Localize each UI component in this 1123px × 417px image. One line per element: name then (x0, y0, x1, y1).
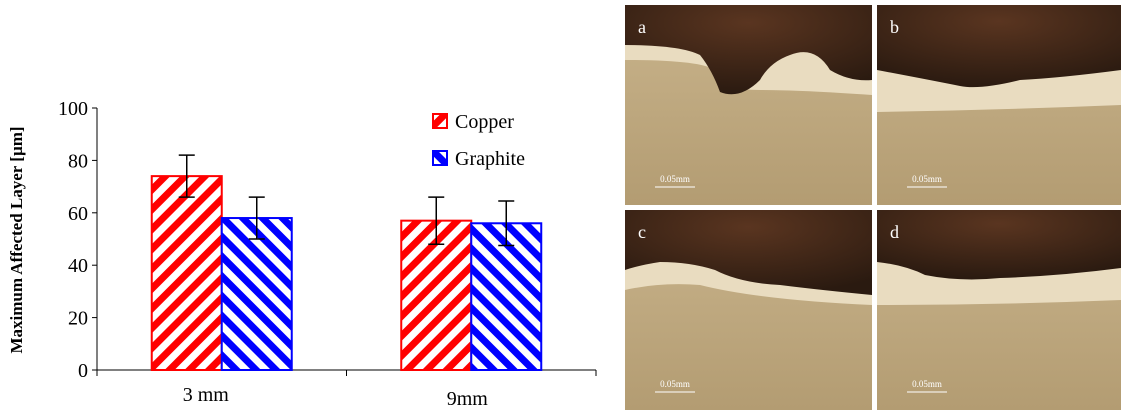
legend-swatch (433, 151, 447, 165)
legend-label: Copper (455, 111, 514, 133)
legend-swatch (433, 114, 447, 128)
y-axis-label: Maximum Affected Layer [µm] (7, 126, 26, 353)
panel-label: a (638, 17, 646, 37)
panel-label: d (890, 222, 899, 242)
bar-chart: Maximum Affected Layer [µm] 0 20 40 60 80 100… (7, 98, 596, 410)
y-tick-label: 0 (78, 360, 88, 382)
panel-label: b (890, 17, 899, 37)
y-tick-label: 20 (68, 308, 88, 330)
scale-label: 0.05mm (912, 174, 942, 184)
legend-label: Graphite (455, 148, 525, 170)
y-tick-label: 100 (58, 98, 88, 120)
panel-label: c (638, 222, 646, 242)
scale-label: 0.05mm (660, 174, 690, 184)
scale-label: 0.05mm (660, 379, 690, 389)
micrographs: a 0.05mm b 0.05mm c 0.05mm d 0.05mm (625, 5, 1121, 410)
y-tick-label: 40 (68, 255, 88, 277)
y-tick-label: 60 (68, 203, 88, 225)
x-tick-label: 3 mm (183, 384, 230, 406)
figure: Maximum Affected Layer [µm] 0 20 40 60 80 100… (0, 0, 1123, 412)
scale-label: 0.05mm (912, 379, 942, 389)
bar (152, 176, 222, 370)
y-tick-label: 80 (68, 150, 88, 172)
x-tick-label: 9mm (447, 388, 489, 410)
bar (222, 218, 292, 370)
